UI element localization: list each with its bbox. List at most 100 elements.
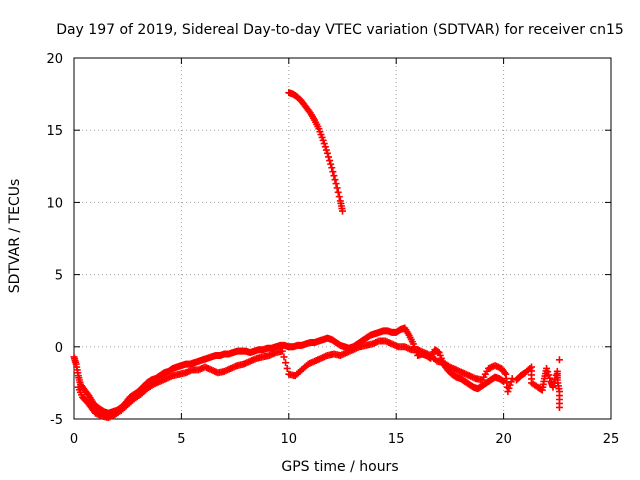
data-point (323, 149, 331, 157)
data-point (483, 367, 491, 375)
y-tick-label: 5 (55, 269, 63, 284)
data-point (332, 180, 340, 188)
y-tick-label: 10 (46, 196, 63, 211)
data-point (555, 399, 563, 407)
series-upper-arc (285, 89, 346, 215)
data-point (238, 360, 246, 368)
data-point (72, 358, 80, 366)
x-tick-label: 10 (281, 432, 298, 447)
data-point (180, 369, 188, 377)
data-point (89, 406, 97, 414)
data-point (296, 95, 304, 103)
y-tick-label: 20 (46, 52, 63, 67)
data-point (419, 348, 427, 356)
data-point (277, 347, 285, 355)
data-point (290, 371, 298, 379)
data-point (451, 365, 459, 373)
data-point (325, 153, 333, 161)
data-point (546, 374, 554, 382)
data-point (167, 372, 175, 380)
x-tick-label: 15 (388, 432, 405, 447)
data-point (328, 164, 336, 172)
data-point (341, 349, 349, 357)
data-point (354, 344, 362, 352)
data-point (367, 340, 375, 348)
y-axis-label: SDTVAR / TECUs (7, 179, 23, 294)
data-point (304, 106, 312, 114)
data-point (315, 355, 323, 363)
x-tick-label: 0 (70, 432, 78, 447)
axis-ticks: 0 5 10 15 20 25 -5 0 5 10 15 20 (46, 52, 619, 447)
data-point (321, 143, 329, 151)
y-tick-label: 15 (46, 124, 63, 139)
data-point (464, 371, 472, 379)
data-point (245, 358, 253, 366)
data-point (300, 100, 308, 108)
data-point (309, 358, 317, 366)
y-tick-label: -5 (50, 413, 63, 428)
data-point (404, 329, 412, 337)
data-point (322, 352, 330, 360)
plot-frame (73, 57, 612, 420)
data-point (408, 338, 416, 346)
data-point (335, 193, 343, 201)
x-tick-label: 20 (495, 432, 512, 447)
data-point (499, 377, 507, 385)
series-main-track (70, 324, 508, 417)
x-tick-label: 5 (177, 432, 185, 447)
chart-title: Day 197 of 2019, Sidereal Day-to-day VTE… (56, 22, 624, 38)
data-point (161, 375, 169, 383)
data-point (334, 188, 342, 196)
data-point (327, 160, 335, 168)
data-point (81, 396, 89, 404)
data-point (540, 377, 548, 385)
data-point (331, 176, 339, 184)
data-point (322, 146, 330, 154)
data-point (310, 114, 318, 122)
data-point (219, 368, 227, 376)
series-secondary-track (74, 337, 516, 422)
data-point (85, 401, 93, 409)
data-point (270, 349, 278, 357)
data-point (206, 365, 214, 373)
x-tick-label: 25 (603, 432, 620, 447)
data-point (507, 378, 515, 386)
data-point (282, 359, 290, 367)
data-point (501, 369, 509, 377)
data-point (83, 389, 91, 397)
series-tail-scatter (512, 356, 563, 411)
data-point (96, 411, 104, 419)
data-point (326, 157, 334, 165)
data-point (506, 381, 514, 389)
grid-lines (74, 58, 611, 419)
data-point (76, 378, 84, 386)
data-point (500, 367, 508, 375)
data-point (330, 172, 338, 180)
data-point (528, 375, 536, 383)
data-point (457, 368, 465, 376)
data-point (545, 371, 553, 379)
data-point (314, 123, 322, 131)
data-point (78, 391, 86, 399)
data-point (280, 353, 288, 361)
data-point (283, 364, 291, 372)
data-point (251, 355, 259, 363)
data-point (434, 348, 442, 356)
y-tick-label: 0 (55, 341, 63, 356)
data-point (470, 374, 478, 382)
data-point (386, 339, 394, 347)
data-point (348, 346, 356, 354)
data-point (320, 140, 328, 148)
data-point (264, 352, 272, 360)
data-point (544, 368, 552, 376)
data-point (329, 168, 337, 176)
data-point (318, 133, 326, 141)
data-point (333, 184, 341, 192)
data-point (232, 362, 240, 370)
data-point (505, 384, 513, 392)
data-point (74, 369, 82, 377)
data-point (338, 205, 346, 213)
data-point (555, 356, 563, 364)
x-axis-label: GPS time / hours (281, 459, 398, 475)
